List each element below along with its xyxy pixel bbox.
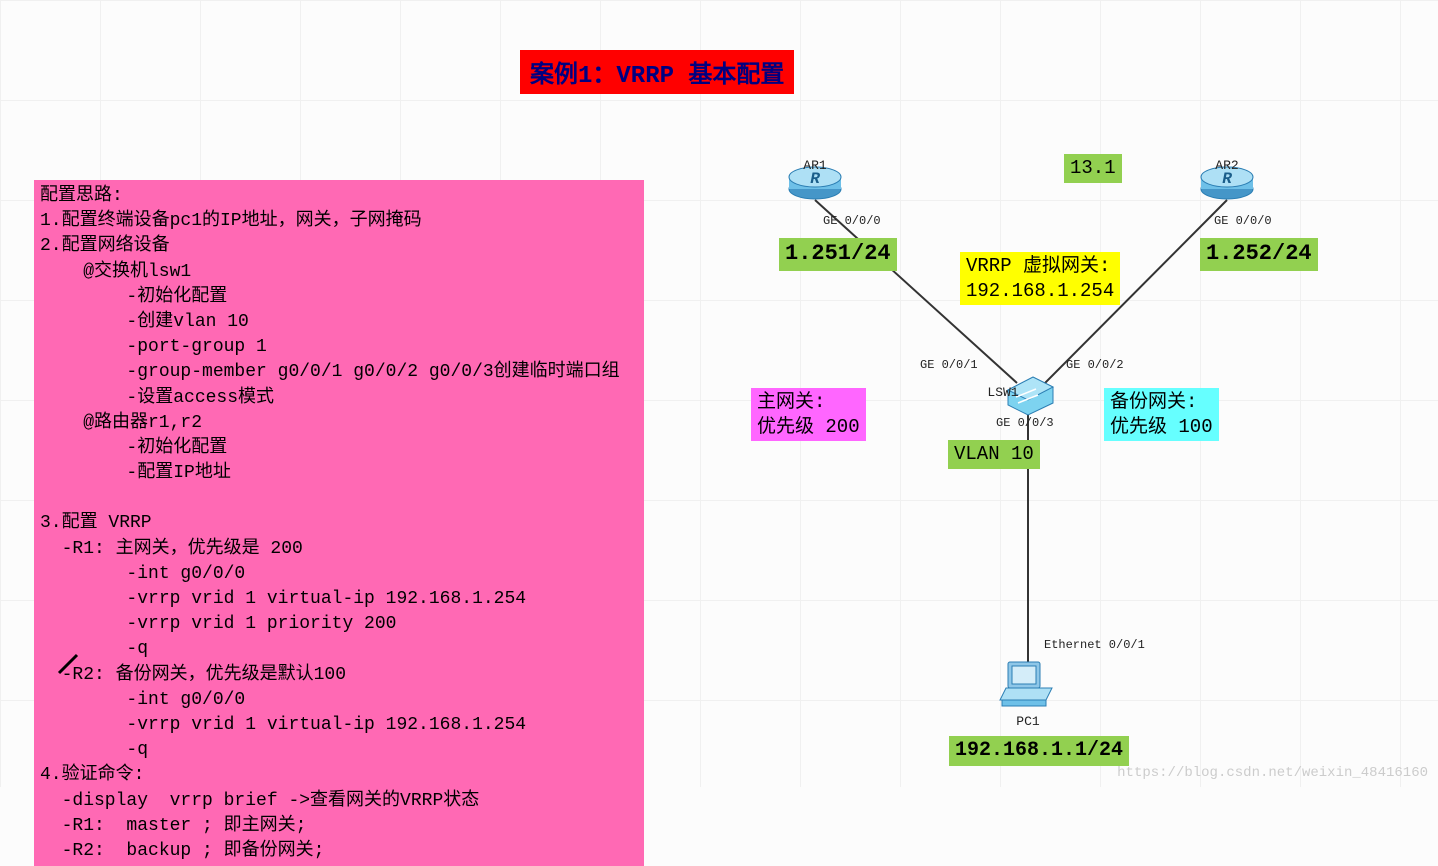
device-label-ar2: AR2: [1212, 158, 1242, 173]
annotation-vlan10: VLAN 10: [948, 440, 1040, 469]
port-lsw-ge001: GE 0/0/1: [920, 358, 978, 372]
port-ar2-ge000: GE 0/0/0: [1214, 214, 1272, 228]
watermark-text: https://blog.csdn.net/weixin_48416160: [1117, 765, 1428, 781]
annotation-ip-ar1: 1.251/24: [779, 238, 897, 271]
pc1-icon: [1000, 662, 1052, 706]
device-label-lsw1: LSW1: [984, 385, 1022, 400]
topology-svg: R R: [0, 0, 1438, 787]
device-label-ar1: AR1: [800, 158, 830, 173]
annotation-master-gateway: 主网关: 优先级 200: [751, 388, 866, 441]
port-lsw-ge002: GE 0/0/2: [1066, 358, 1124, 372]
annotation-ip-pc1: 192.168.1.1/24: [949, 736, 1129, 766]
annotation-backup-gateway: 备份网关: 优先级 100: [1104, 388, 1219, 441]
device-label-pc1: PC1: [1013, 714, 1043, 729]
port-pc-eth001: Ethernet 0/0/1: [1044, 638, 1145, 652]
annotation-vrrp-gateway: VRRP 虚拟网关: 192.168.1.254: [960, 252, 1120, 305]
annotation-ip-ar2: 1.252/24: [1200, 238, 1318, 271]
port-lsw-ge003: GE 0/0/3: [996, 416, 1054, 430]
port-ar1-ge000: GE 0/0/0: [823, 214, 881, 228]
annotation-net13: 13.1: [1064, 154, 1122, 183]
